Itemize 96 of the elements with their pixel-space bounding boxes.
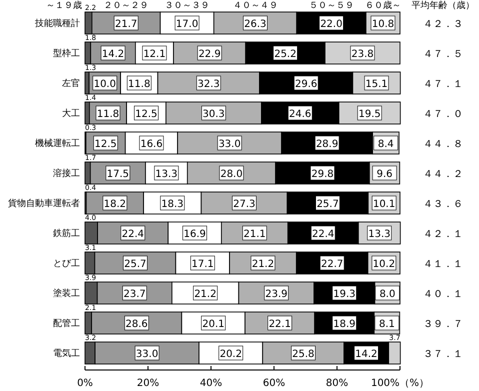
data-label: 8.4 [378, 139, 394, 150]
data-label: 29.8 [311, 169, 334, 180]
series-label: ３０～３９ [164, 1, 210, 11]
data-label: 17.5 [106, 169, 130, 180]
x-tick-label: 80% [326, 378, 348, 389]
text: 平均年齢（歳） [412, 0, 474, 11]
data-label: 22.4 [312, 229, 334, 240]
data-label: 24.6 [289, 109, 312, 120]
data-label: 32.3 [198, 79, 220, 90]
data-label: 16.9 [184, 229, 206, 240]
text: ４０．１ [423, 289, 463, 300]
data-label: 33.0 [218, 139, 241, 150]
data-label: 26.3 [244, 19, 266, 30]
data-label: 27.3 [233, 199, 256, 210]
data-label: 25.7 [124, 259, 146, 270]
data-label: 20.2 [220, 349, 242, 360]
data-label: 29.6 [294, 79, 318, 90]
text: ４７．１ [423, 79, 463, 90]
data-label: 13.3 [155, 169, 178, 180]
data-label: 12.5 [94, 139, 117, 150]
data-label: 23.7 [123, 289, 146, 300]
text: ４７．０ [423, 109, 463, 120]
data-label: 10.8 [372, 19, 394, 30]
text: ３９．７ [423, 319, 463, 330]
y-tick-label: 塗装工 [53, 288, 80, 299]
text: ４４．８ [423, 139, 463, 150]
data-label: 19.5 [358, 109, 381, 120]
data-label: 28.6 [126, 319, 148, 330]
y-tick-label: 機械運転工 [35, 138, 80, 149]
data-label: 12.1 [143, 49, 166, 60]
y-tick-label: とび工 [53, 259, 80, 269]
series-label: ２０～２９ [104, 1, 149, 11]
y-tick-label: 技能職種計 [34, 18, 80, 29]
data-label: 23.8 [351, 49, 374, 60]
data-label: 23.9 [265, 289, 288, 300]
y-tick-label: 型枠工 [53, 48, 80, 59]
data-label: 19.3 [333, 289, 356, 300]
x-tick-label: 20% [136, 378, 160, 389]
data-label: 22.1 [268, 319, 291, 330]
data-label: 21.2 [252, 259, 274, 270]
text: ４３．６ [423, 199, 463, 210]
data-label: 10.1 [372, 199, 396, 210]
data-label: 22.9 [198, 49, 221, 60]
data-label: 21.1 [243, 229, 266, 240]
data-label: 22.7 [320, 259, 344, 270]
data-label: 18.2 [104, 199, 126, 210]
data-label: 13.3 [368, 229, 390, 240]
data-label: 18.3 [161, 199, 184, 210]
text: ４２．３ [423, 19, 463, 30]
y-tick-label: 電気工 [53, 348, 80, 359]
text: ３７．１ [423, 349, 463, 360]
text: ４２．１ [423, 229, 463, 240]
y-tick-label: 貨物自動車運転者 [8, 198, 80, 209]
data-label: 10.0 [94, 79, 116, 90]
data-label: 21.7 [114, 19, 138, 30]
y-tick-label: 大工 [62, 108, 80, 119]
y-tick-label: 左官 [62, 78, 80, 89]
series-label: ４０～４９ [232, 1, 278, 11]
data-label: 8.1 [378, 319, 395, 330]
data-label: 14.2 [355, 349, 378, 360]
text: ４７．５ [423, 49, 463, 60]
data-label: 11.8 [96, 109, 120, 120]
x-tick-label: 0% [77, 378, 93, 389]
data-label: 11.8 [128, 79, 150, 90]
data-label: 25.8 [292, 349, 314, 360]
y-tick-label: 溶接工 [53, 168, 80, 179]
text: ４４．２ [423, 169, 463, 180]
x-tick-label: 40% [200, 378, 222, 389]
text: ４１．１ [423, 259, 463, 270]
data-label: 8.0 [379, 289, 396, 300]
data-label: 20.1 [202, 319, 224, 330]
data-label: 22.4 [122, 229, 144, 240]
data-label: 17.0 [176, 19, 198, 30]
data-label: 25.7 [316, 199, 339, 210]
x-tick-label: 60% [262, 378, 286, 389]
data-label: 15.1 [365, 79, 388, 90]
data-label: 22.0 [320, 19, 342, 30]
data-label: 10.2 [372, 259, 396, 270]
data-label: 30.3 [202, 109, 225, 120]
data-label: 18.9 [333, 319, 356, 330]
data-label: 25.2 [274, 49, 296, 60]
data-label: 14.2 [102, 49, 124, 60]
series-label: ～１９歳 [46, 0, 82, 11]
data-label: 28.9 [316, 139, 338, 150]
data-label: 21.2 [194, 289, 216, 300]
data-label: 9.6 [376, 169, 393, 180]
data-label: 16.6 [140, 139, 163, 150]
data-label: 17.1 [192, 259, 214, 270]
y-tick-label: 配管工 [53, 318, 80, 329]
data-label: 28.0 [220, 169, 243, 180]
series-label: ６０歳～ [364, 0, 401, 11]
x-tick-label: 100%（%） [370, 378, 430, 389]
series-label: ５０～５９ [308, 1, 354, 11]
y-tick-label: 鉄筋工 [53, 228, 80, 239]
data-label: 12.5 [135, 109, 158, 120]
data-label: 33.0 [136, 349, 158, 360]
